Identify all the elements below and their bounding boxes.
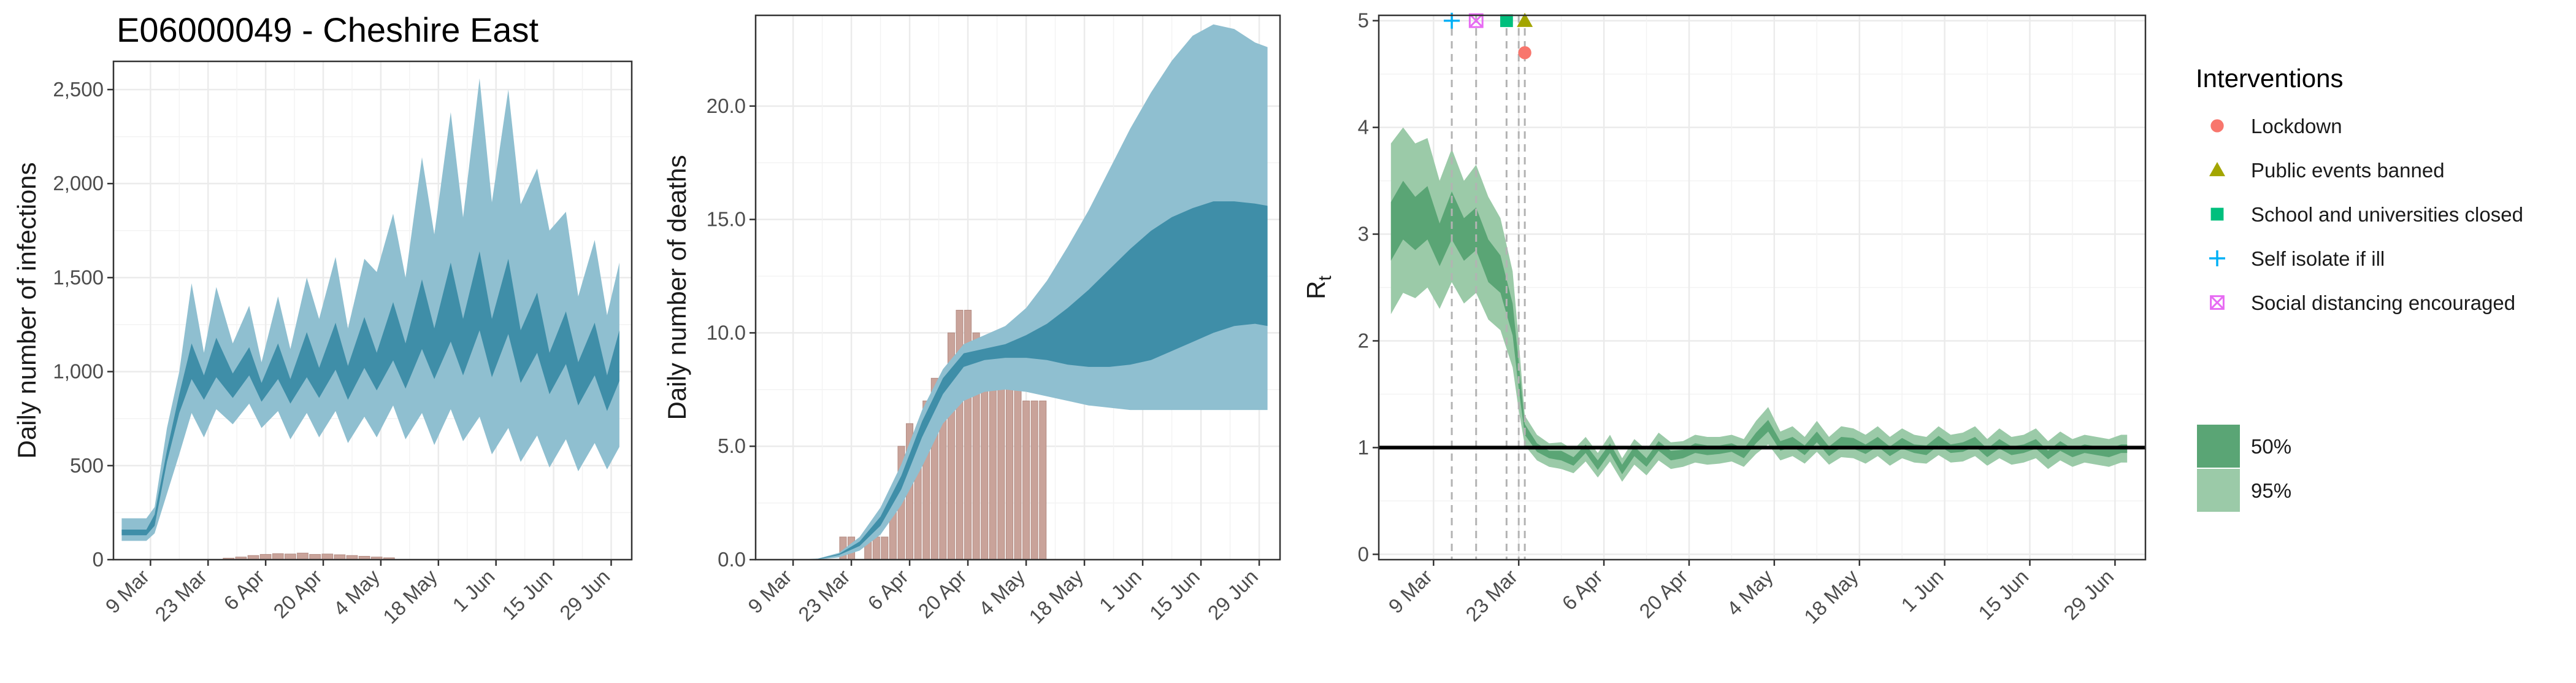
x-tick-label: 1 Jun (448, 565, 499, 616)
y-tick-label: 1 (1358, 436, 1369, 458)
y-tick-label: 0 (1358, 542, 1369, 565)
observed-bar (259, 554, 272, 560)
y-tick-label: 0.0 (718, 548, 746, 571)
x-tick-label: 20 Apr (269, 565, 326, 623)
x-tick-label: 15 Jun (497, 565, 556, 624)
intervention-marker (1500, 14, 1513, 28)
y-axis-title-text: Daily number of deaths (662, 155, 691, 420)
y-tick-label: 15.0 (707, 208, 746, 231)
y-tick-label: 3 (1358, 223, 1369, 245)
y-tick-label: 4 (1358, 116, 1369, 139)
y-tick-label: 0 (93, 548, 104, 571)
x-tick-label: 15 Jun (1145, 565, 1204, 624)
x-tick-label: 18 May (1800, 565, 1863, 628)
x-tick-label: 6 Apr (1557, 565, 1607, 615)
y-axis-title-text: R (1301, 281, 1330, 299)
x-tick-label: 6 Apr (219, 565, 269, 615)
band-50 (121, 251, 619, 536)
x-tick-label: 20 Apr (1635, 565, 1692, 623)
observed-bar (997, 377, 1005, 560)
observed-bar (285, 554, 296, 560)
y-tick-label: 10.0 (707, 321, 746, 344)
observed-bar (1022, 400, 1030, 560)
y-tick-label: 2,000 (53, 172, 104, 195)
legend-key-circle (2210, 119, 2224, 133)
observed-bar (1039, 400, 1047, 560)
observed-bar (872, 536, 880, 560)
legend-item-label: School and universities closed (2251, 203, 2523, 226)
intervention-marker (1517, 12, 1533, 27)
panel-border (1378, 14, 2147, 561)
y-tick-label: 5 (1358, 9, 1369, 32)
x-tick-label: 6 Apr (863, 565, 913, 615)
legend-key-boxx (2210, 295, 2225, 310)
y-tick-label: 2 (1358, 329, 1369, 352)
x-tick-label: 23 Mar (794, 565, 854, 626)
legend-item-label: Public events banned (2251, 159, 2445, 182)
legend-band-label: 50% (2251, 435, 2291, 458)
observed-bar (309, 554, 321, 560)
x-tick-label: 4 May (974, 565, 1029, 620)
x-tick-label: 1 Jun (1896, 565, 1947, 616)
legend-item-label: Self isolate if ill (2251, 247, 2385, 270)
y-tick-label: 20.0 (707, 95, 746, 117)
chart-title: E06000049 - Cheshire East (117, 10, 539, 49)
x-tick-label: 23 Mar (150, 565, 211, 626)
observed-bar (1014, 377, 1022, 560)
y-tick-label: 500 (70, 454, 104, 477)
intervention-marker (1518, 46, 1531, 60)
x-tick-label: 20 Apr (913, 565, 971, 623)
legend-item-label: Social distancing encouraged (2251, 291, 2515, 314)
x-tick-label: 9 Mar (1384, 565, 1436, 618)
legend-title: Interventions (2196, 64, 2343, 93)
rt-panel: 0 1 2 3 4 5 9 Mar 23 Mar 6 Apr 20 Apr 4 May 18 May 1… (1301, 9, 2147, 628)
x-tick-label: 15 Jun (1974, 565, 2033, 624)
x-tick-label: 23 Mar (1461, 565, 1522, 626)
y-axis-title: Rt (1301, 276, 1335, 299)
observed-bar (1030, 400, 1038, 560)
panel-border (112, 60, 633, 561)
panel-border (754, 14, 1281, 561)
observed-bar (297, 552, 309, 560)
y-tick-label: 5.0 (718, 434, 746, 457)
legend-key-plus (2209, 250, 2225, 266)
observed-bar (321, 554, 334, 560)
y-axis-title-subscript: t (1315, 276, 1335, 281)
x-tick-label: 18 May (1024, 565, 1087, 628)
legend-band-swatch (2197, 425, 2240, 468)
y-axis-title: Daily number of deaths (662, 155, 691, 420)
x-tick-label: 18 May (378, 565, 442, 628)
band-95 (121, 78, 619, 541)
y-tick-label: 2,500 (53, 78, 104, 101)
legend-key-triangle (2209, 162, 2225, 177)
x-tick-label: 1 Jun (1095, 565, 1146, 616)
legend-band-swatch (2197, 469, 2240, 512)
x-tick-label: 4 May (1722, 565, 1777, 620)
legend-key-square (2210, 207, 2224, 221)
legend-band-label: 95% (2251, 479, 2291, 502)
band-95 (797, 24, 1268, 560)
legend-item-label: Lockdown (2251, 115, 2342, 137)
y-tick-label: 1,000 (53, 360, 104, 383)
x-tick-label: 4 May (329, 565, 384, 620)
y-axis-title: Daily number of infections (12, 162, 41, 458)
observed-bar (1005, 377, 1013, 560)
observed-bar (272, 553, 284, 560)
y-axis-title-text: Daily number of infections (12, 162, 41, 458)
band-50 (797, 201, 1268, 560)
observed-bar (989, 377, 997, 560)
x-tick-label: 29 Jun (555, 565, 614, 624)
y-tick-label: 1,500 (53, 266, 104, 288)
x-tick-label: 29 Jun (1203, 565, 1262, 624)
intervention-marker (1468, 13, 1484, 28)
observed-bar (881, 536, 889, 560)
x-tick-label: 9 Mar (743, 565, 796, 618)
x-tick-label: 29 Jun (2059, 565, 2118, 624)
x-tick-label: 9 Mar (101, 565, 153, 618)
legend: Interventions Lockdown Public events bann… (2196, 64, 2523, 512)
